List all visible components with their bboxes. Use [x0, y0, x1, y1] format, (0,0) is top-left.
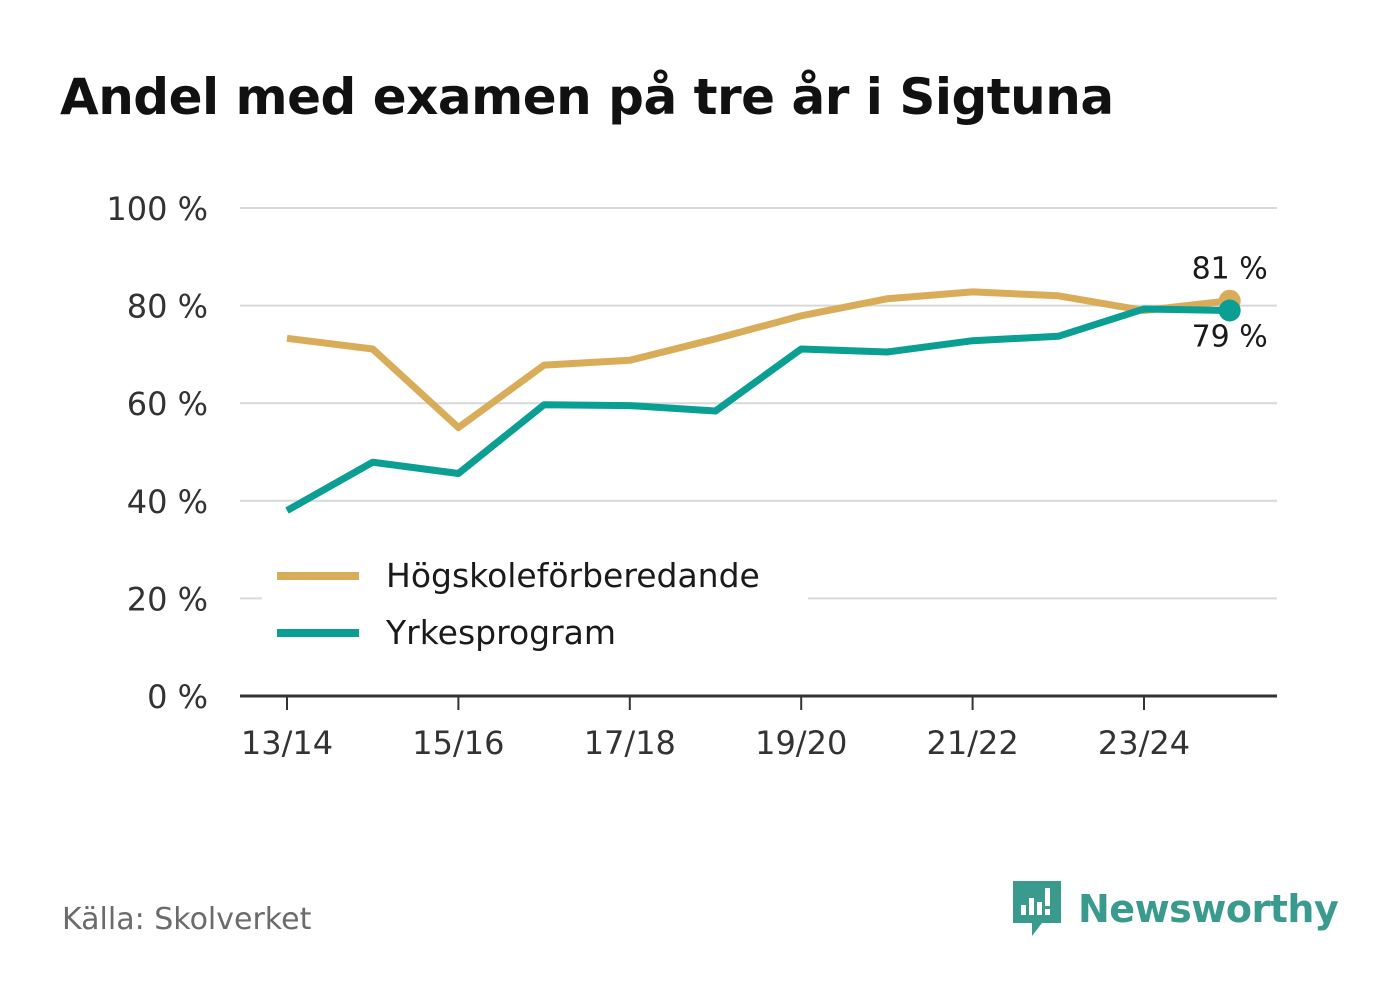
series-line [286, 288, 1231, 432]
x-tick-label: 23/24 [1098, 724, 1190, 762]
brand-logo: Newsworthy [1010, 878, 1339, 940]
grid-lines [240, 207, 1277, 600]
legend-label: Yrkesprogram [385, 613, 616, 652]
x-tick-label: 13/14 [241, 724, 333, 762]
end-value-label: 79 % [1192, 319, 1268, 354]
end-value-label: 81 % [1192, 252, 1268, 287]
y-axis-ticks: 0 % 20 % 40 % 60 % 80 % 100 % [106, 190, 208, 716]
legend-background [262, 548, 808, 660]
legend: Högskoleförberedande Yrkesprogram [262, 548, 808, 660]
series-end-point [1218, 299, 1241, 322]
brand-name: Newsworthy [1078, 887, 1339, 931]
source-note: Källa: Skolverket [62, 902, 312, 937]
y-tick-label: 20 % [127, 580, 208, 618]
y-tick-label: 100 % [106, 190, 208, 228]
series-line [285, 305, 1230, 514]
x-tick-label: 21/22 [926, 724, 1018, 762]
newsworthy-logo-icon [1013, 881, 1061, 936]
y-tick-label: 0 % [147, 678, 208, 716]
x-tick-label: 15/16 [412, 724, 504, 762]
legend-label: Högskoleförberedande [386, 556, 760, 595]
chart-title: Andel med examen på tre år i Sigtuna [60, 68, 1114, 126]
end-labels: 81 % 79 % [1192, 252, 1268, 355]
series-lines [285, 288, 1241, 514]
x-axis: 13/14 15/16 17/18 19/20 21/22 23/24 [240, 694, 1277, 762]
x-tick-label: 17/18 [584, 724, 676, 762]
line-chart: 0 % 20 % 40 % 60 % 80 % 100 % 13/14 15/16 17/18… [106, 190, 1277, 762]
y-tick-label: 40 % [127, 483, 208, 521]
x-tick-label: 19/20 [755, 724, 847, 762]
y-tick-label: 60 % [127, 385, 208, 423]
y-tick-label: 80 % [127, 288, 208, 326]
